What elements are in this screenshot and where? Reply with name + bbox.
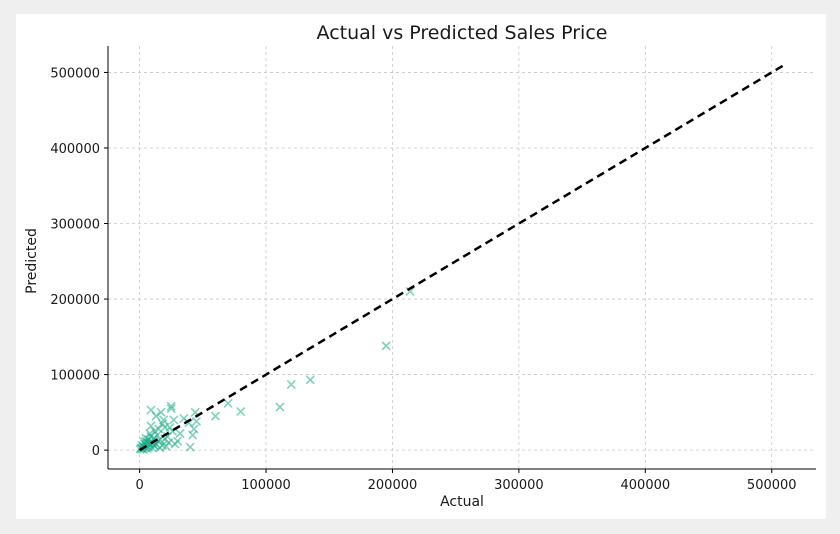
data-point [157, 441, 167, 451]
axes [107, 46, 816, 470]
reference-line [138, 63, 786, 452]
y-tick-label: 0 [92, 444, 100, 459]
x-tick-label: 500000 [747, 478, 797, 493]
data-point [150, 426, 160, 436]
y-tick-label: 100000 [50, 369, 100, 384]
y-tick-label: 400000 [50, 142, 100, 157]
y-axis-label: Predicted [24, 228, 40, 294]
data-point [236, 407, 246, 417]
x-tick-label: 400000 [621, 478, 671, 493]
y-tick-label: 300000 [50, 218, 100, 233]
data-point [305, 375, 315, 385]
data-point [139, 437, 149, 447]
data-point [188, 430, 198, 440]
y-tick-label: 500000 [50, 66, 100, 81]
data-point [175, 428, 185, 439]
data-point [275, 402, 285, 412]
y-ticks: 0 100000 200000 300000 400000 500000 [50, 66, 108, 459]
grid-lines [108, 46, 816, 469]
data-point [185, 442, 195, 452]
data-point [169, 415, 179, 425]
data-point [146, 421, 156, 431]
scatter-chart: 0 100000 200000 300000 400000 500000 0 100000 2… [24, 22, 816, 510]
x-tick-label: 0 [135, 478, 143, 493]
data-point [166, 401, 176, 411]
x-ticks: 0 100000 200000 300000 400000 500000 [135, 469, 797, 493]
data-point [381, 341, 391, 351]
chart-title: Actual vs Predicted Sales Price [317, 22, 608, 44]
x-tick-label: 100000 [241, 478, 291, 493]
data-point [156, 407, 166, 417]
data-point [210, 411, 221, 421]
x-tick-label: 200000 [368, 478, 418, 493]
chart-panel: 0 100000 200000 300000 400000 500000 0 100000 2… [16, 14, 826, 519]
data-point [160, 422, 170, 433]
data-point [223, 398, 233, 408]
x-axis-label: Actual [440, 494, 484, 510]
data-point [166, 404, 176, 414]
data-point [151, 411, 161, 421]
y-tick-label: 200000 [50, 293, 100, 308]
data-point [286, 379, 296, 389]
x-tick-label: 300000 [494, 478, 544, 493]
data-point [191, 416, 202, 426]
